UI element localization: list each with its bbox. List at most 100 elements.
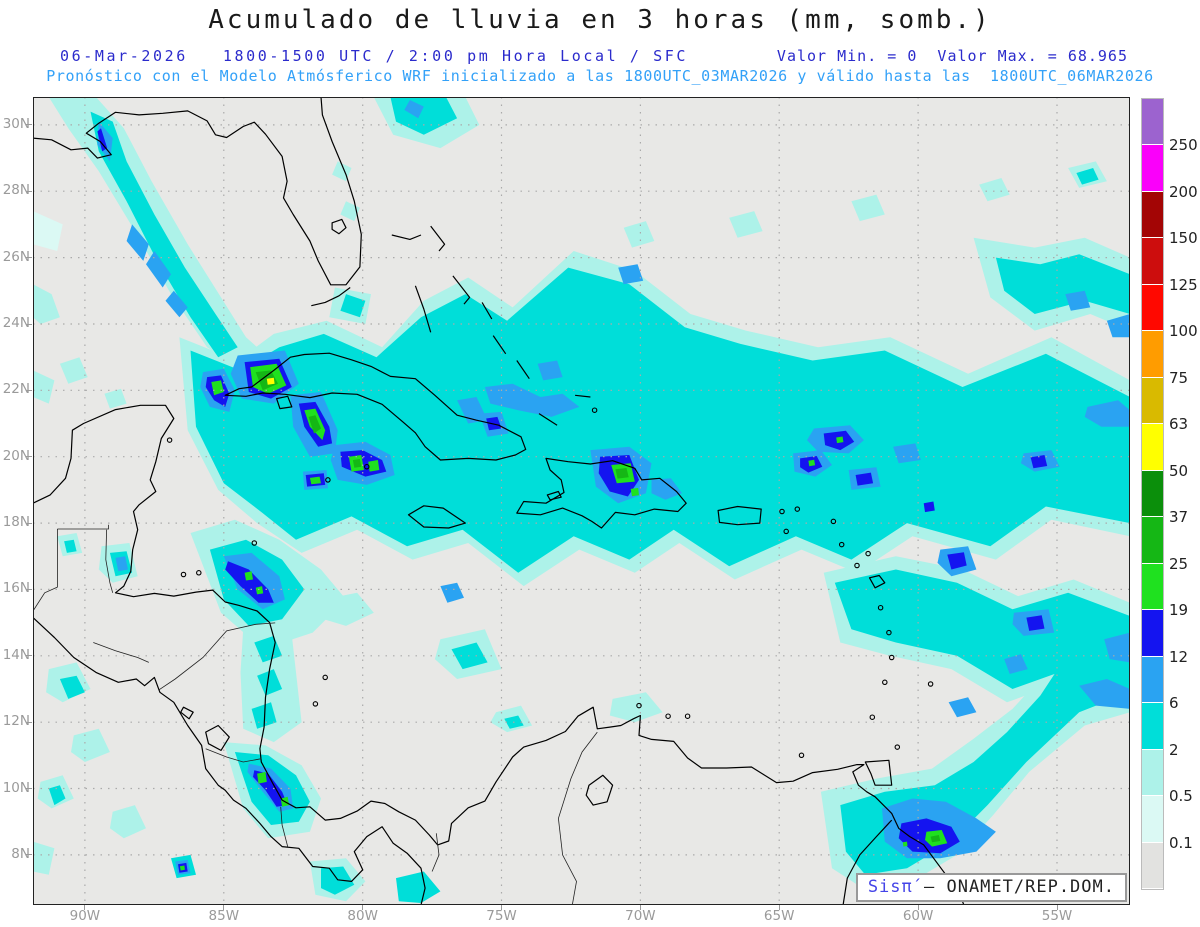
precip-contour-6mm bbox=[165, 290, 188, 318]
lon-tick-label: 75W bbox=[486, 908, 517, 924]
precip-contour-25mm bbox=[615, 468, 629, 479]
lon-tick-label: 80W bbox=[347, 908, 378, 924]
precip-contour-0.5mm bbox=[609, 692, 663, 723]
precip-contour-12mm bbox=[855, 472, 874, 486]
colorbar-tick-label: 75 bbox=[1169, 368, 1189, 387]
coastline bbox=[842, 819, 893, 905]
sispi-logo: Sisπ́ bbox=[867, 877, 913, 897]
colorbar-segment bbox=[1142, 377, 1163, 425]
precip-contour-6mm bbox=[1104, 632, 1130, 663]
colorbar-segment bbox=[1142, 284, 1163, 332]
precip-contour-2mm bbox=[834, 569, 1130, 689]
page-title: Acumulado de lluvia en 3 horas (mm, somb… bbox=[208, 5, 992, 35]
precip-contour-0.5mm bbox=[33, 841, 55, 875]
colorbar-tick-label: 37 bbox=[1169, 508, 1189, 527]
lat-tick-mark bbox=[26, 456, 32, 458]
lon-tick-label: 85W bbox=[208, 908, 240, 924]
lat-tick-label: 26N bbox=[2, 248, 30, 265]
precip-contour-19mm bbox=[179, 865, 185, 871]
lon-tick-mark bbox=[362, 905, 364, 910]
precip-contour-2mm bbox=[1076, 168, 1099, 185]
lat-tick-mark bbox=[26, 588, 32, 590]
colorbar-segment bbox=[1142, 656, 1163, 704]
country-border bbox=[33, 529, 58, 612]
lat-tick-label: 20N bbox=[2, 447, 30, 464]
colorbar-tick-label: 125 bbox=[1169, 275, 1198, 294]
precip-contour-25mm bbox=[255, 370, 278, 391]
colorbar-tick-label: 50 bbox=[1169, 461, 1189, 480]
precip-contour-2mm bbox=[995, 254, 1130, 314]
lon-tick-label: 60W bbox=[902, 908, 934, 924]
coastline-island bbox=[717, 505, 762, 526]
precip-contour-6mm bbox=[1079, 679, 1130, 709]
precip-contour-6mm bbox=[948, 697, 977, 718]
precip-contour-19mm bbox=[244, 571, 253, 581]
lon-tick-mark bbox=[778, 905, 780, 910]
precip-contour-6mm bbox=[404, 100, 424, 119]
lat-tick-label: 18N bbox=[2, 514, 30, 531]
precip-contour-6mm bbox=[1004, 654, 1028, 674]
precip-contour-2mm bbox=[48, 785, 66, 806]
precip-contour-12mm bbox=[947, 552, 967, 570]
colorbar-segment bbox=[1142, 749, 1163, 797]
precip-contour-12mm bbox=[97, 128, 108, 152]
lat-tick-label: 14N bbox=[2, 646, 30, 663]
colorbar-segment bbox=[1142, 517, 1163, 564]
lat-tick-mark bbox=[26, 522, 32, 524]
small-island bbox=[364, 463, 370, 470]
colorbar-tick-label: 0.5 bbox=[1169, 787, 1193, 806]
small-island bbox=[180, 571, 187, 578]
lat-tick-mark bbox=[26, 854, 32, 856]
credit-org: – ONAMET/REP.DOM. bbox=[912, 877, 1115, 897]
lat-tick-mark bbox=[26, 257, 32, 259]
lat-tick-label: 28N bbox=[2, 182, 30, 199]
colorbar-segment bbox=[1142, 99, 1163, 146]
lat-tick-label: 10N bbox=[2, 779, 30, 796]
colorbar-segment bbox=[1142, 842, 1163, 889]
precip-contour-6mm bbox=[537, 360, 563, 381]
small-island bbox=[882, 679, 888, 686]
colorbar-segment bbox=[1142, 145, 1163, 192]
colorbar-segment bbox=[1142, 470, 1163, 518]
lon-tick-label: 90W bbox=[69, 908, 101, 924]
colorbar-segment bbox=[1142, 703, 1163, 750]
precip-contour-50mm bbox=[266, 377, 275, 385]
lat-tick-label: 24N bbox=[2, 315, 30, 331]
precip-contour-19mm bbox=[257, 771, 267, 784]
lon-tick-mark bbox=[84, 905, 86, 910]
coastline-island bbox=[864, 759, 893, 786]
coastline bbox=[481, 302, 493, 320]
precip-contour-6mm bbox=[618, 264, 644, 285]
lon-tick-mark bbox=[501, 905, 502, 910]
precip-contour-0.5mm bbox=[71, 728, 110, 762]
precip-contour-19mm bbox=[211, 380, 224, 396]
country-border bbox=[557, 731, 598, 905]
precip-contour-19mm bbox=[836, 436, 844, 444]
precip-contour-19mm bbox=[902, 841, 908, 847]
coastline-island bbox=[585, 774, 614, 806]
small-island bbox=[886, 629, 892, 636]
precip-contour-12mm bbox=[1026, 615, 1045, 631]
precip-contour-19mm bbox=[309, 476, 321, 485]
coastline bbox=[516, 360, 530, 380]
lat-tick-label: 12N bbox=[2, 713, 30, 730]
colorbar-tick-label: 19 bbox=[1169, 601, 1189, 620]
coastline bbox=[575, 394, 591, 398]
subtitle-row: 06-Mar-2026 1800-1500 UTC / 2:00 pm Hora… bbox=[0, 47, 1200, 65]
precip-contour-2mm bbox=[90, 111, 238, 358]
precip-contour-12mm bbox=[923, 501, 935, 513]
lon-tick-mark bbox=[639, 905, 641, 910]
coastline-island bbox=[180, 706, 194, 720]
lat-tick-mark bbox=[26, 124, 32, 126]
precip-contour-0.5mm bbox=[104, 388, 127, 409]
colorbar-segment bbox=[1142, 796, 1163, 843]
small-island bbox=[888, 654, 895, 661]
lat-tick-mark bbox=[26, 389, 32, 391]
lon-tick-mark bbox=[1056, 905, 1058, 910]
colorbar-tick-label: 200 bbox=[1169, 182, 1198, 201]
precip-contour-2mm bbox=[64, 539, 77, 553]
small-island bbox=[798, 752, 805, 759]
coastline-island bbox=[276, 395, 293, 410]
lat-tick-mark bbox=[26, 721, 32, 723]
